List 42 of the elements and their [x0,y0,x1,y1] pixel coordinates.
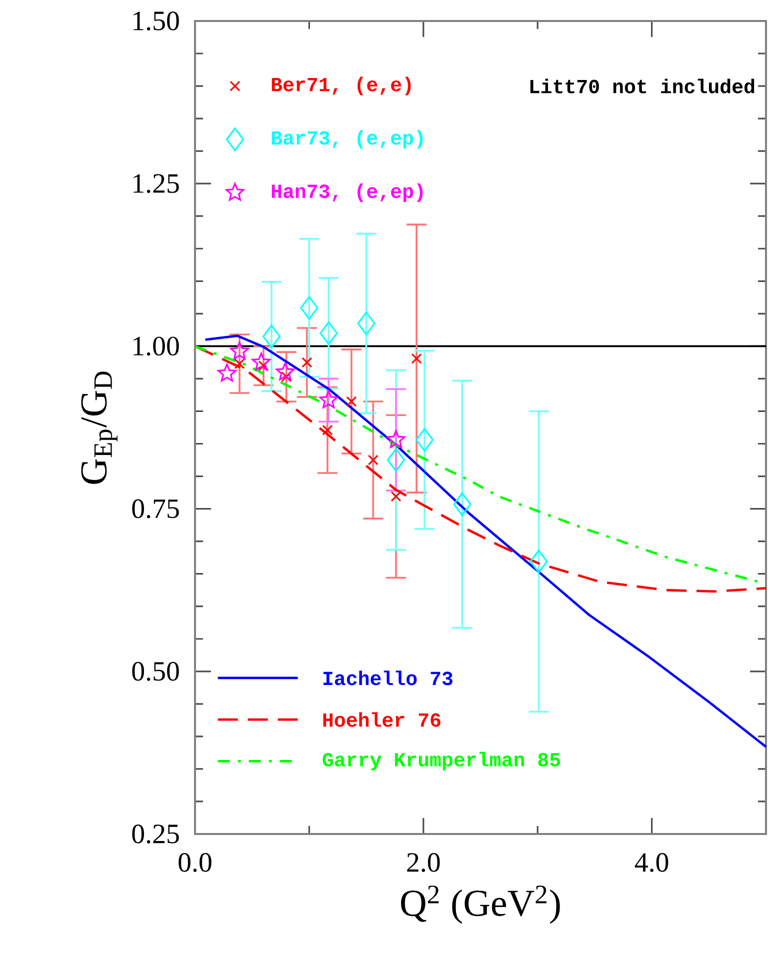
point [453,492,472,516]
x-axis-title: Q$^{2}$ (GeV$^{2}$) [401,886,560,924]
point [390,491,402,502]
x-tick-label: 4.0 [634,853,668,872]
y-tick-label: 0.50 [132,662,179,681]
point [368,454,378,466]
point [320,321,338,345]
point [218,364,236,382]
x-tick-label: 0.0 [178,853,212,872]
point [258,360,269,372]
y-tick-label: 0.25 [132,824,179,844]
point [346,396,357,407]
legend-label: Han73, (e,ep) [272,183,423,202]
line-series [204,334,768,748]
legend-label: Iachello 73 [323,670,452,686]
annotation: Litt70 not included [530,78,754,94]
point [276,362,295,380]
y-tick-label: 1.00 [134,336,179,356]
point [322,424,333,436]
legend-label: Hoehler 76 [323,712,440,727]
legend-label: Garry Krumperlman 85 [322,752,560,770]
point [302,357,312,368]
point [415,428,434,452]
point [319,390,338,408]
point [386,448,406,472]
legend-label: Bar73, (e,ep) [272,130,423,149]
point [252,352,271,371]
y-tick-label: 0.75 [132,499,179,518]
point [300,296,318,320]
point [234,358,245,370]
point [386,430,406,448]
point [262,324,281,348]
point [357,312,376,336]
y-tick-label: 1.50 [134,12,179,30]
x-tick-label: 2.0 [407,853,440,872]
y-tick-label: 1.25 [134,174,179,194]
point [281,371,292,382]
point [230,342,249,360]
y-axis-title: G$_{Ep}$/G$_{D}$ [81,372,118,484]
legend-label: Ber71, (e,e) [272,76,411,96]
point [530,550,548,574]
point [411,353,422,364]
